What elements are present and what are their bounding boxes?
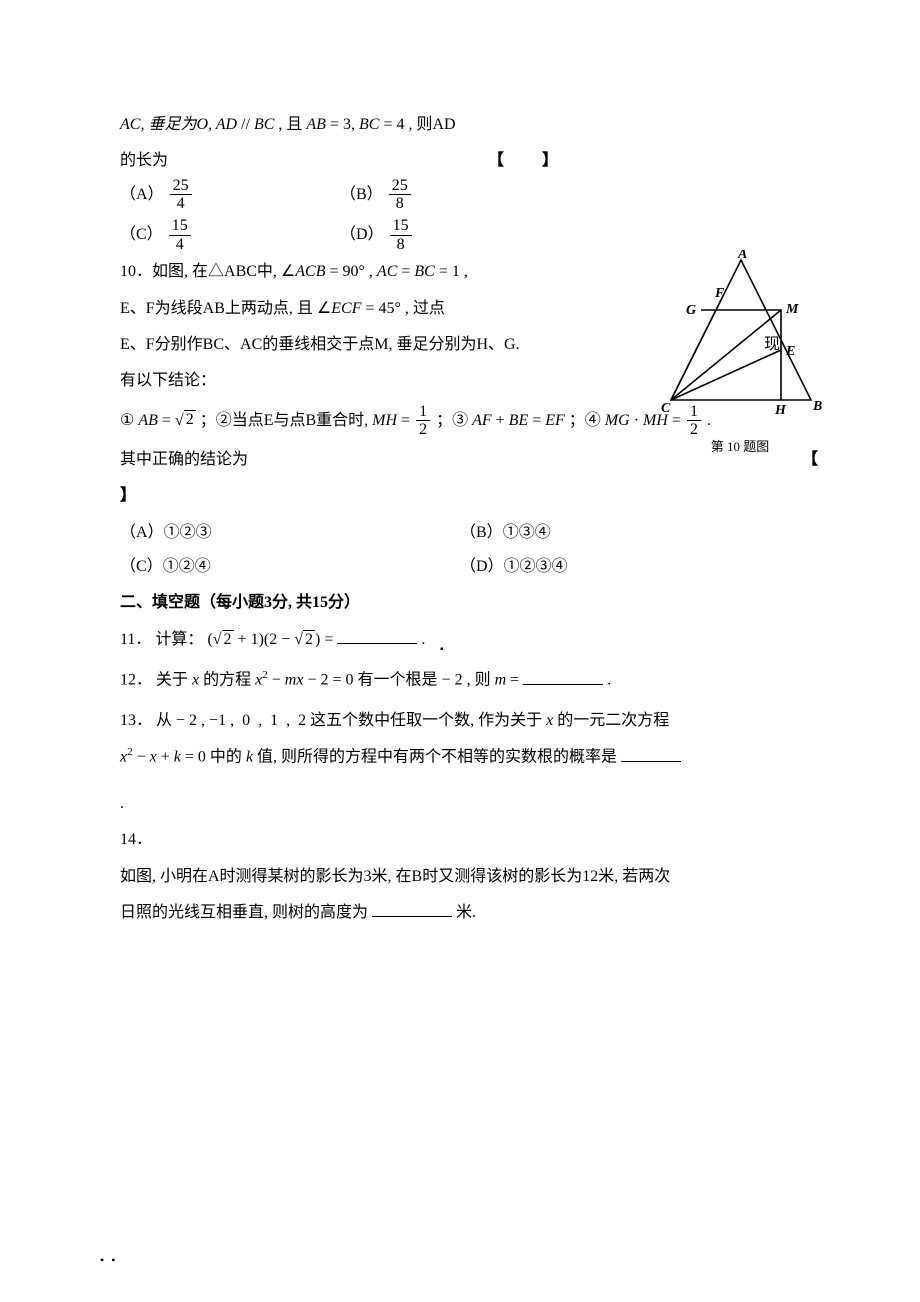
svg-text:H: H	[774, 403, 787, 418]
q13-line1: 13． 从 − 2 , −1 , 0 , 1 , 2 这五个数中任取一个数, 作…	[120, 706, 820, 736]
svg-text:B: B	[812, 399, 822, 414]
q14-line2: 日照的光线互相垂直, 则树的高度为 米.	[120, 898, 820, 928]
q11-blank	[337, 628, 417, 644]
q9-stem-line1: AC, 垂足为O, AD // BC , 且 AB = 3, BC = 4 , …	[120, 110, 820, 140]
q14-blank	[372, 901, 452, 917]
svg-text:M: M	[785, 302, 799, 317]
q10-bracket-close-row: 】	[120, 481, 820, 511]
q12-blank	[523, 669, 603, 685]
q9-stem-line2: 的长为	[120, 146, 168, 176]
q10-figure: A F G M E C H B 第 10 题图	[640, 250, 840, 460]
q10-options-row2: （C）①②④ （D）①②③④	[120, 552, 820, 582]
q10-figure-caption: 第 10 题图	[640, 435, 840, 460]
q11: 11． 计算： (√2 + 1)(2 − √2) = .	[120, 625, 820, 655]
q9-options-row1: （A） 254 （B） 258	[120, 177, 820, 213]
q12: 12． 关于 x 的方程 x2 − mx − 2 = 0 有一个根是 − 2 ,…	[120, 665, 820, 696]
section2-title: 二、填空题（每小题3分, 共15分）	[120, 588, 820, 618]
q14-num: 14．	[120, 825, 820, 855]
q13-blank	[621, 746, 681, 762]
q10-options-row1: （A）①②③ （B）①③④	[120, 518, 820, 548]
svg-text:C: C	[661, 401, 671, 416]
q10-diagram: A F G M E C H B	[653, 250, 828, 420]
svg-text:E: E	[785, 344, 795, 359]
q13-period: .	[120, 789, 820, 819]
footer-dots: • •	[100, 1249, 117, 1272]
q13-line2: x2 − x + k = 0 中的 k 值, 则所得的方程中有两个不相等的实数根…	[120, 742, 820, 773]
svg-text:F: F	[714, 286, 725, 301]
q9-options-row2: （C） 154 （D） 158	[120, 217, 820, 253]
svg-text:G: G	[686, 303, 696, 318]
q14-line1: 如图, 小明在A时测得某树的影长为3米, 在B时又测得该树的影长为12米, 若两…	[120, 862, 820, 892]
q9-answer-bracket: 【 】	[488, 146, 560, 176]
q9-stem-line2-row: 的长为 【 】	[120, 146, 820, 176]
svg-text:A: A	[737, 250, 747, 262]
center-dot-mark: ▪	[440, 640, 444, 659]
